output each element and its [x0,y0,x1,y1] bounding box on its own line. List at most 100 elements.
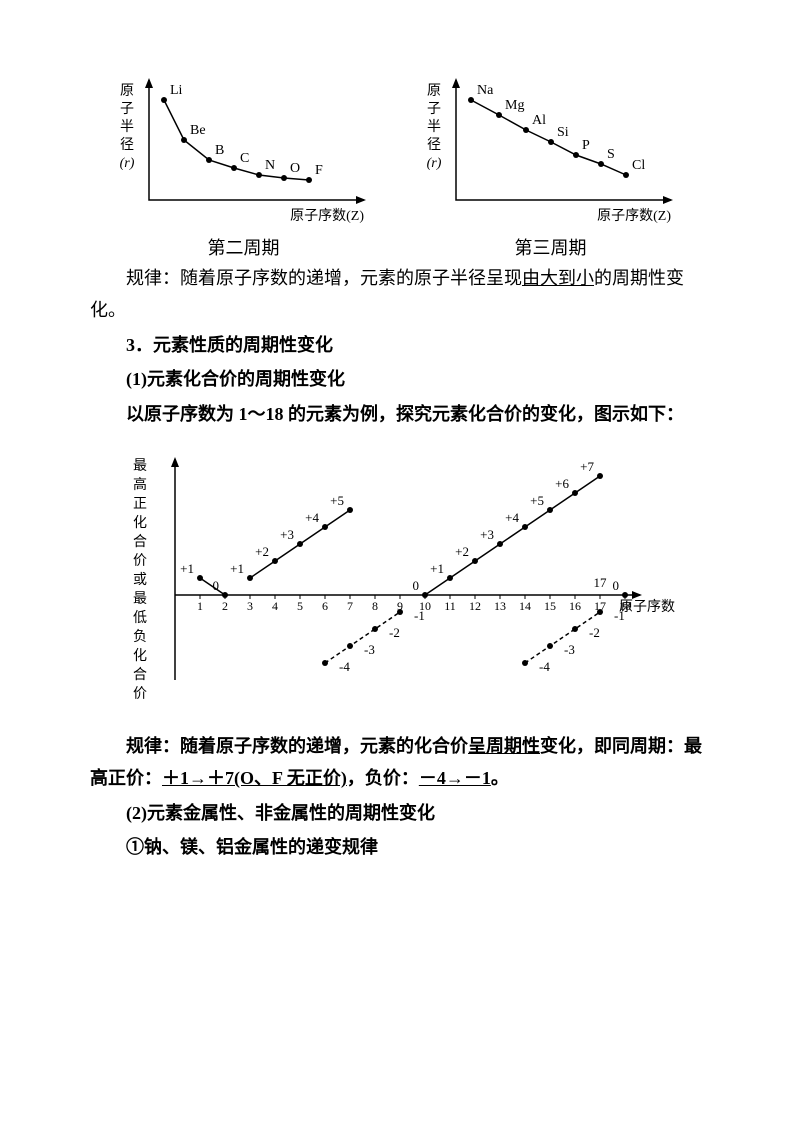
svg-text:15: 15 [544,599,556,613]
svg-text:Cl: Cl [632,158,645,173]
svg-text:6: 6 [322,599,328,613]
svg-text:17: 17 [594,575,608,590]
svg-text:-1: -1 [614,608,625,623]
svg-text:Li: Li [170,83,183,98]
p5-b: 呈周期性 [468,736,540,756]
svg-text:3: 3 [247,599,253,613]
svg-text:低: 低 [133,610,147,626]
svg-text:0: 0 [613,578,620,593]
rule-paragraph-2: 规律：随着原子序数的递增，元素的化合价呈周期性变化，即同周期：最高正价：＋1→＋… [90,730,704,795]
svg-text:5: 5 [297,599,303,613]
svg-text:11: 11 [444,599,456,613]
top-charts-row: 原子半径(r)原子序数(Z)LiBeBCNOF 第二周期 原子半径(r)原子序数… [90,70,704,250]
svg-text:+4: +4 [505,510,519,525]
p5-a: 规律：随着原子序数的递增，元素的化合价 [126,736,468,756]
svg-text:N: N [265,158,275,173]
intro-paragraph: 以原子序数为 1～18 的元素为例，探究元素化合价的变化，图示如下： [90,398,704,430]
svg-text:+5: +5 [530,493,544,508]
svg-text:(r): (r) [426,156,441,171]
svg-text:子: 子 [120,101,134,117]
svg-text:C: C [240,151,249,166]
svg-text:0: 0 [413,578,420,593]
subheading-3: ①钠、镁、铝金属性的递变规律 [90,831,704,863]
heading-3: 3．元素性质的周期性变化 [90,329,704,361]
svg-text:-2: -2 [389,625,400,640]
svg-text:Mg: Mg [505,98,524,113]
svg-text:-3: -3 [564,642,575,657]
svg-text:2: 2 [222,599,228,613]
p5-d: ＋1→＋7(O、F 无正价) [162,768,347,788]
subheading-2: (2)元素金属性、非金属性的周期性变化 [90,797,704,829]
svg-text:14: 14 [519,599,531,613]
svg-text:+1: +1 [230,561,244,576]
p5-e: ，负价： [347,768,419,788]
svg-text:+1: +1 [430,561,444,576]
svg-text:价: 价 [133,686,147,702]
svg-text:-2: -2 [589,625,600,640]
svg-text:8: 8 [372,599,378,613]
svg-text:原: 原 [120,84,134,99]
svg-text:原子序数(Z): 原子序数(Z) [597,208,671,224]
svg-text:合: 合 [133,667,147,683]
svg-text:最: 最 [133,458,147,474]
svg-text:-3: -3 [364,642,375,657]
svg-text:+3: +3 [280,527,294,542]
svg-text:O: O [290,161,300,176]
svg-text:-1: -1 [414,608,425,623]
svg-text:13: 13 [494,599,506,613]
svg-text:或: 或 [133,572,147,588]
svg-text:12: 12 [469,599,481,613]
svg-text:P: P [582,138,590,153]
svg-text:化: 化 [133,515,147,531]
svg-text:4: 4 [272,599,278,613]
svg-text:半: 半 [120,119,134,135]
svg-text:S: S [607,147,615,162]
svg-text:+1: +1 [180,561,194,576]
svg-text:负: 负 [133,629,147,645]
p5-g: 。 [491,768,509,788]
p1-text-a: 规律：随着原子序数的递增，元素的原子半径呈现 [126,268,522,288]
chart2-caption: 第三周期 [421,232,681,264]
svg-text:1: 1 [197,599,203,613]
svg-text:-4: -4 [539,659,550,674]
svg-text:Si: Si [557,125,569,140]
svg-text:-4: -4 [339,659,350,674]
svg-text:+6: +6 [555,476,569,491]
p5-f: －4→－1 [419,768,491,788]
svg-text:+4: +4 [305,510,319,525]
svg-text:化: 化 [133,648,147,664]
chart1-svg: 原子半径(r)原子序数(Z)LiBeBCNOF [114,70,374,230]
svg-text:Al: Al [532,113,546,128]
svg-text:最: 最 [133,591,147,607]
chart1-caption: 第二周期 [114,232,374,264]
rule-paragraph-1: 规律：随着原子序数的递增，元素的原子半径呈现由大到小的周期性变化。 [90,262,704,327]
svg-text:原子序数(Z): 原子序数(Z) [290,208,364,224]
svg-text:正: 正 [133,497,147,512]
p1-text-b: 由大到小 [522,268,594,288]
svg-text:16: 16 [569,599,581,613]
svg-text:Be: Be [190,123,206,138]
svg-text:径: 径 [427,137,441,153]
svg-text:B: B [215,143,224,158]
svg-text:+7: +7 [580,459,594,474]
chart-period-3: 原子半径(r)原子序数(Z)NaMgAlSiPSCl 第三周期 [421,70,681,250]
bigchart-svg: 最高正化合价或最低负化合价原子序数12345678910111213141516… [120,440,680,720]
chart-period-2: 原子半径(r)原子序数(Z)LiBeBCNOF 第二周期 [114,70,374,250]
svg-text:半: 半 [427,119,441,135]
svg-text:+2: +2 [255,544,269,559]
chart2-svg: 原子半径 (r) 原子序数(Z) Na Mg Al Si P S Cl [421,70,681,230]
svg-text:(r): (r) [119,156,134,171]
svg-text:合: 合 [133,534,147,550]
svg-text:+2: +2 [455,544,469,559]
svg-text:7: 7 [347,599,353,613]
svg-text:+3: +3 [480,527,494,542]
svg-text:F: F [315,163,323,178]
svg-text:+5: +5 [330,493,344,508]
svg-text:Na: Na [477,83,494,98]
svg-text:价: 价 [133,553,147,569]
subheading-1: (1)元素化合价的周期性变化 [90,363,704,395]
svg-text:高: 高 [133,476,147,493]
svg-text:子: 子 [427,101,441,117]
valence-chart: 最高正化合价或最低负化合价原子序数12345678910111213141516… [120,440,674,720]
svg-text:原: 原 [427,84,441,99]
